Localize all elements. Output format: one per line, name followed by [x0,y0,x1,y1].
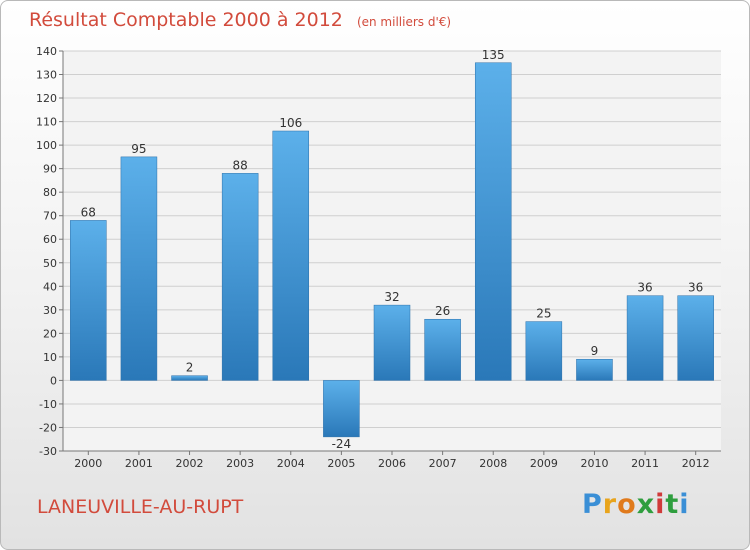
x-tick-label-2012: 2012 [682,457,710,470]
value-label-2006: 32 [384,290,399,304]
value-label-2003: 88 [233,158,248,172]
y-tick-label: 110 [36,116,57,129]
town-name: LANEUVILLE-AU-RUPT [37,496,244,518]
y-tick-label: 10 [43,351,57,364]
x-tick-label-2010: 2010 [580,457,608,470]
logo-letter: t [665,489,680,520]
y-tick-label: 0 [50,374,57,387]
y-tick-label: 120 [36,92,57,105]
y-tick-label: 30 [43,304,57,317]
value-label-2010: 9 [591,344,599,358]
y-tick-label: 80 [43,186,57,199]
x-tick-label-2007: 2007 [429,457,457,470]
bar-2012 [677,295,714,381]
value-label-2012: 36 [688,281,703,295]
value-label-2008: 135 [482,48,505,62]
value-label-2004: 106 [279,116,302,130]
bar-2007 [424,318,461,381]
x-tick-label-2004: 2004 [277,457,305,470]
bar-2006 [373,304,411,381]
chart-subtitle: (en milliers d'€) [356,15,452,29]
value-label-2009: 25 [536,307,551,321]
logo-letter: i [679,489,690,520]
x-tick-label-2009: 2009 [530,457,558,470]
y-tick-label: 130 [36,69,57,82]
logo-letter: o [617,489,637,520]
bar-2005 [323,380,360,438]
logo-letter: r [602,489,618,520]
x-tick-label-2005: 2005 [327,457,355,470]
y-tick-label: 20 [43,327,57,340]
chart-title-text: Résultat Comptable 2000 à 2012 [29,9,343,31]
y-tick-label: 50 [43,257,57,270]
bar-2001 [120,156,158,381]
value-label-2001: 95 [131,142,146,156]
x-tick-label-2011: 2011 [631,457,659,470]
bar-2008 [474,62,512,381]
y-tick-label: -20 [39,421,57,434]
value-label-2005: -24 [332,437,352,451]
bar-2000 [70,220,107,381]
proxiti-logo: Proxiti [582,489,690,520]
x-tick-label-2008: 2008 [479,457,507,470]
value-label-2011: 36 [637,281,652,295]
plot-area [63,51,721,451]
x-tick-label-2006: 2006 [378,457,406,470]
y-tick-label: 90 [43,163,57,176]
y-tick-label: 140 [36,45,57,58]
logo-letter: x [636,489,656,520]
value-label-2000: 68 [81,205,96,219]
bar-2011 [626,295,664,381]
y-tick-label: 70 [43,210,57,223]
bar-2002 [171,375,208,381]
bar-2009 [525,321,563,381]
value-label-2002: 2 [186,361,194,375]
logo-letter: P [582,489,603,520]
y-tick-label: 60 [43,233,57,246]
bar-2010 [576,358,613,381]
chart-title: Résultat Comptable 2000 à 2012 (en milli… [29,9,451,31]
y-tick-label: 100 [36,139,57,152]
y-tick-label: 40 [43,280,57,293]
bar-2003 [221,173,259,381]
logo-letter: i [655,489,666,520]
x-tick-label-2001: 2001 [125,457,153,470]
value-label-2007: 26 [435,304,450,318]
x-tick-label-2000: 2000 [74,457,102,470]
x-tick-label-2002: 2002 [176,457,204,470]
y-tick-label: -30 [39,445,57,458]
bar-2004 [272,130,310,381]
x-tick-label-2003: 2003 [226,457,254,470]
y-tick-label: -10 [39,398,57,411]
